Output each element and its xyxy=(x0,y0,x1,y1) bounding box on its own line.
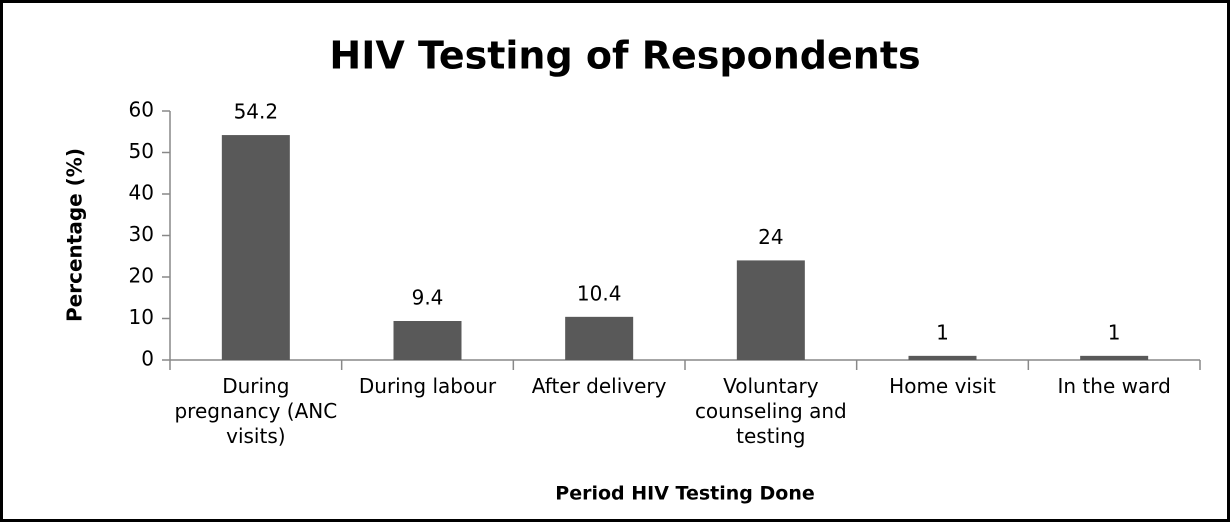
bar xyxy=(221,135,290,360)
x-tick-label: During labour xyxy=(358,374,497,398)
x-tick-label-box: During pregnancy (ANC visits) xyxy=(174,374,338,448)
x-tick-label: In the ward xyxy=(1057,374,1171,398)
data-label: 10.4 xyxy=(577,281,622,305)
y-tick-label: 60 xyxy=(129,98,154,122)
y-axis-title: Percentage (%) xyxy=(63,148,87,322)
y-tick-label: 50 xyxy=(129,139,154,163)
bar xyxy=(736,260,805,360)
x-tick-label-box: In the ward xyxy=(1057,374,1171,398)
data-label: 1 xyxy=(936,320,949,344)
data-label: 24 xyxy=(758,225,783,249)
x-axis-title: Period HIV Testing Done xyxy=(555,483,814,505)
bar xyxy=(908,355,977,360)
chart-title: HIV Testing of Respondents xyxy=(329,34,920,78)
bar xyxy=(1080,355,1149,360)
x-tick-label-box: Voluntary counseling and testing xyxy=(694,374,847,448)
data-label: 9.4 xyxy=(412,285,444,309)
x-tick-label: Voluntary counseling and testing xyxy=(694,374,847,448)
x-tick-label: After delivery xyxy=(531,374,667,398)
y-tick-label: 20 xyxy=(129,264,154,288)
bar xyxy=(393,320,462,360)
bar xyxy=(565,316,634,360)
x-tick-label-box: Home visit xyxy=(889,374,996,398)
x-tick-label: Home visit xyxy=(889,374,996,398)
data-label: 54.2 xyxy=(234,100,279,124)
y-tick-label: 0 xyxy=(141,347,154,371)
x-tick-label-box: During labour xyxy=(358,374,497,398)
y-tick-label: 30 xyxy=(129,222,154,246)
x-tick-label: During pregnancy (ANC visits) xyxy=(174,374,338,448)
x-tick-label-box: After delivery xyxy=(531,374,667,398)
data-label: 1 xyxy=(1108,320,1121,344)
y-tick-label: 40 xyxy=(129,181,154,205)
y-tick-label: 10 xyxy=(129,305,154,329)
